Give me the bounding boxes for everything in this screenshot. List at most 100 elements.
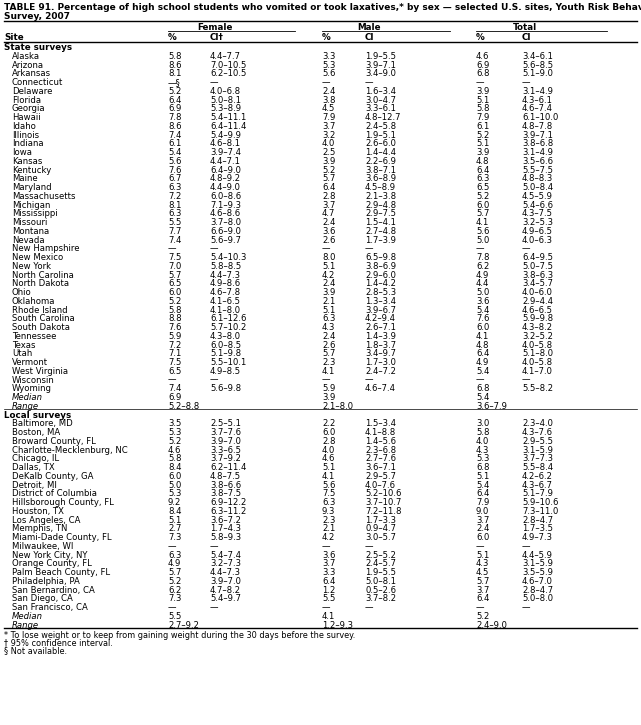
Text: 3.7–8.2: 3.7–8.2 bbox=[365, 594, 396, 603]
Text: 4.0–5.8: 4.0–5.8 bbox=[522, 341, 553, 349]
Text: 4.8–7.8: 4.8–7.8 bbox=[522, 122, 553, 130]
Text: 3.7–7.3: 3.7–7.3 bbox=[522, 455, 553, 463]
Text: 4.6–7.4: 4.6–7.4 bbox=[365, 384, 396, 393]
Text: 5.0: 5.0 bbox=[476, 288, 489, 297]
Text: 2.7–9.2: 2.7–9.2 bbox=[168, 621, 199, 630]
Text: 3.9: 3.9 bbox=[476, 148, 489, 157]
Text: West Virginia: West Virginia bbox=[12, 367, 68, 376]
Text: 4.1–8.0: 4.1–8.0 bbox=[210, 305, 241, 315]
Text: 7.5: 7.5 bbox=[168, 358, 181, 367]
Text: Total: Total bbox=[513, 23, 537, 32]
Text: 6.3–11.2: 6.3–11.2 bbox=[210, 507, 246, 516]
Text: 3.7: 3.7 bbox=[322, 122, 335, 130]
Text: 3.2–7.3: 3.2–7.3 bbox=[210, 560, 241, 568]
Text: 4.2: 4.2 bbox=[322, 533, 335, 542]
Text: Tennessee: Tennessee bbox=[12, 332, 56, 341]
Text: Georgia: Georgia bbox=[12, 104, 46, 113]
Text: 5.0–8.1: 5.0–8.1 bbox=[365, 577, 396, 586]
Text: 5.0: 5.0 bbox=[476, 236, 489, 244]
Text: 2.6: 2.6 bbox=[322, 341, 335, 349]
Text: 6.0: 6.0 bbox=[322, 428, 335, 437]
Text: 7.0: 7.0 bbox=[168, 262, 181, 270]
Text: 5.2: 5.2 bbox=[476, 191, 489, 201]
Text: 9.3: 9.3 bbox=[322, 507, 335, 516]
Text: 2.3–6.8: 2.3–6.8 bbox=[365, 446, 396, 455]
Text: 3.6: 3.6 bbox=[476, 297, 489, 306]
Text: Los Angeles, CA: Los Angeles, CA bbox=[12, 515, 81, 525]
Text: Median: Median bbox=[12, 612, 43, 621]
Text: 4.4: 4.4 bbox=[476, 279, 489, 289]
Text: New York City, NY: New York City, NY bbox=[12, 551, 88, 560]
Text: 6.3: 6.3 bbox=[168, 551, 181, 560]
Text: 6.5–9.8: 6.5–9.8 bbox=[365, 253, 396, 262]
Text: 5.8: 5.8 bbox=[476, 428, 490, 437]
Text: 2.8–4.7: 2.8–4.7 bbox=[522, 515, 553, 525]
Text: 2.4: 2.4 bbox=[476, 524, 489, 534]
Text: 3.8–6.6: 3.8–6.6 bbox=[210, 481, 241, 489]
Text: 3.6–8.9: 3.6–8.9 bbox=[365, 174, 396, 183]
Text: 5.7: 5.7 bbox=[168, 270, 181, 280]
Text: 5.3: 5.3 bbox=[476, 455, 489, 463]
Text: —: — bbox=[476, 78, 485, 87]
Text: 5.8: 5.8 bbox=[168, 305, 181, 315]
Text: 5.3: 5.3 bbox=[168, 489, 181, 499]
Text: 2.9–4.8: 2.9–4.8 bbox=[365, 201, 396, 210]
Text: 5.2–10.6: 5.2–10.6 bbox=[365, 489, 401, 499]
Text: 5.0–8.1: 5.0–8.1 bbox=[210, 96, 241, 104]
Text: 7.9: 7.9 bbox=[476, 113, 489, 122]
Text: Wisconsin: Wisconsin bbox=[12, 376, 54, 384]
Text: 5.0–8.4: 5.0–8.4 bbox=[522, 183, 553, 192]
Text: New York: New York bbox=[12, 262, 51, 270]
Text: —: — bbox=[322, 603, 331, 612]
Text: 7.0–10.5: 7.0–10.5 bbox=[210, 60, 246, 70]
Text: 4.0: 4.0 bbox=[322, 446, 335, 455]
Text: 4.3–8.2: 4.3–8.2 bbox=[522, 323, 553, 332]
Text: —: — bbox=[522, 78, 531, 87]
Text: 7.6: 7.6 bbox=[476, 314, 489, 323]
Text: 2.4: 2.4 bbox=[322, 279, 335, 289]
Text: 7.2: 7.2 bbox=[168, 191, 181, 201]
Text: 2.8–4.7: 2.8–4.7 bbox=[522, 586, 553, 594]
Text: %: % bbox=[476, 33, 485, 41]
Text: 4.2–6.2: 4.2–6.2 bbox=[522, 472, 553, 481]
Text: 1.2: 1.2 bbox=[322, 586, 335, 594]
Text: 6.4: 6.4 bbox=[476, 165, 489, 175]
Text: Missouri: Missouri bbox=[12, 218, 47, 227]
Text: 4.9–8.5: 4.9–8.5 bbox=[210, 367, 241, 376]
Text: Ohio: Ohio bbox=[12, 288, 32, 297]
Text: 5.0–8.0: 5.0–8.0 bbox=[522, 594, 553, 603]
Text: 4.1–6.5: 4.1–6.5 bbox=[210, 297, 241, 306]
Text: 7.2–11.8: 7.2–11.8 bbox=[365, 507, 401, 516]
Text: 5.2: 5.2 bbox=[476, 612, 489, 621]
Text: 5.4–6.6: 5.4–6.6 bbox=[522, 201, 553, 210]
Text: 1.9–5.5: 1.9–5.5 bbox=[365, 51, 396, 61]
Text: 3.0: 3.0 bbox=[476, 420, 489, 428]
Text: Indiana: Indiana bbox=[12, 139, 44, 148]
Text: 4.9–6.5: 4.9–6.5 bbox=[522, 227, 553, 236]
Text: 5.1: 5.1 bbox=[322, 305, 335, 315]
Text: 8.1: 8.1 bbox=[168, 70, 181, 78]
Text: 3.6–7.9: 3.6–7.9 bbox=[476, 402, 507, 411]
Text: 5.6–8.5: 5.6–8.5 bbox=[522, 60, 553, 70]
Text: 3.7–7.6: 3.7–7.6 bbox=[210, 428, 241, 437]
Text: 3.9–7.0: 3.9–7.0 bbox=[210, 437, 241, 446]
Text: 9.2: 9.2 bbox=[168, 498, 181, 508]
Text: 5.8: 5.8 bbox=[476, 104, 490, 113]
Text: 6.4: 6.4 bbox=[322, 183, 335, 192]
Text: 2.1–3.8: 2.1–3.8 bbox=[365, 191, 396, 201]
Text: Female: Female bbox=[197, 23, 233, 32]
Text: † 95% confidence interval.: † 95% confidence interval. bbox=[4, 638, 113, 647]
Text: 6.0: 6.0 bbox=[168, 288, 181, 297]
Text: 5.6: 5.6 bbox=[322, 481, 335, 489]
Text: 3.1–4.9: 3.1–4.9 bbox=[522, 87, 553, 96]
Text: 3.5: 3.5 bbox=[168, 420, 181, 428]
Text: 7.9: 7.9 bbox=[476, 498, 489, 508]
Text: 4.5–5.9: 4.5–5.9 bbox=[522, 191, 553, 201]
Text: 5.5–8.2: 5.5–8.2 bbox=[522, 384, 553, 393]
Text: —: — bbox=[476, 244, 485, 253]
Text: 4.9: 4.9 bbox=[476, 358, 489, 367]
Text: Florida: Florida bbox=[12, 96, 41, 104]
Text: 3.2: 3.2 bbox=[322, 130, 335, 139]
Text: Dallas, TX: Dallas, TX bbox=[12, 463, 54, 472]
Text: CI: CI bbox=[365, 33, 374, 41]
